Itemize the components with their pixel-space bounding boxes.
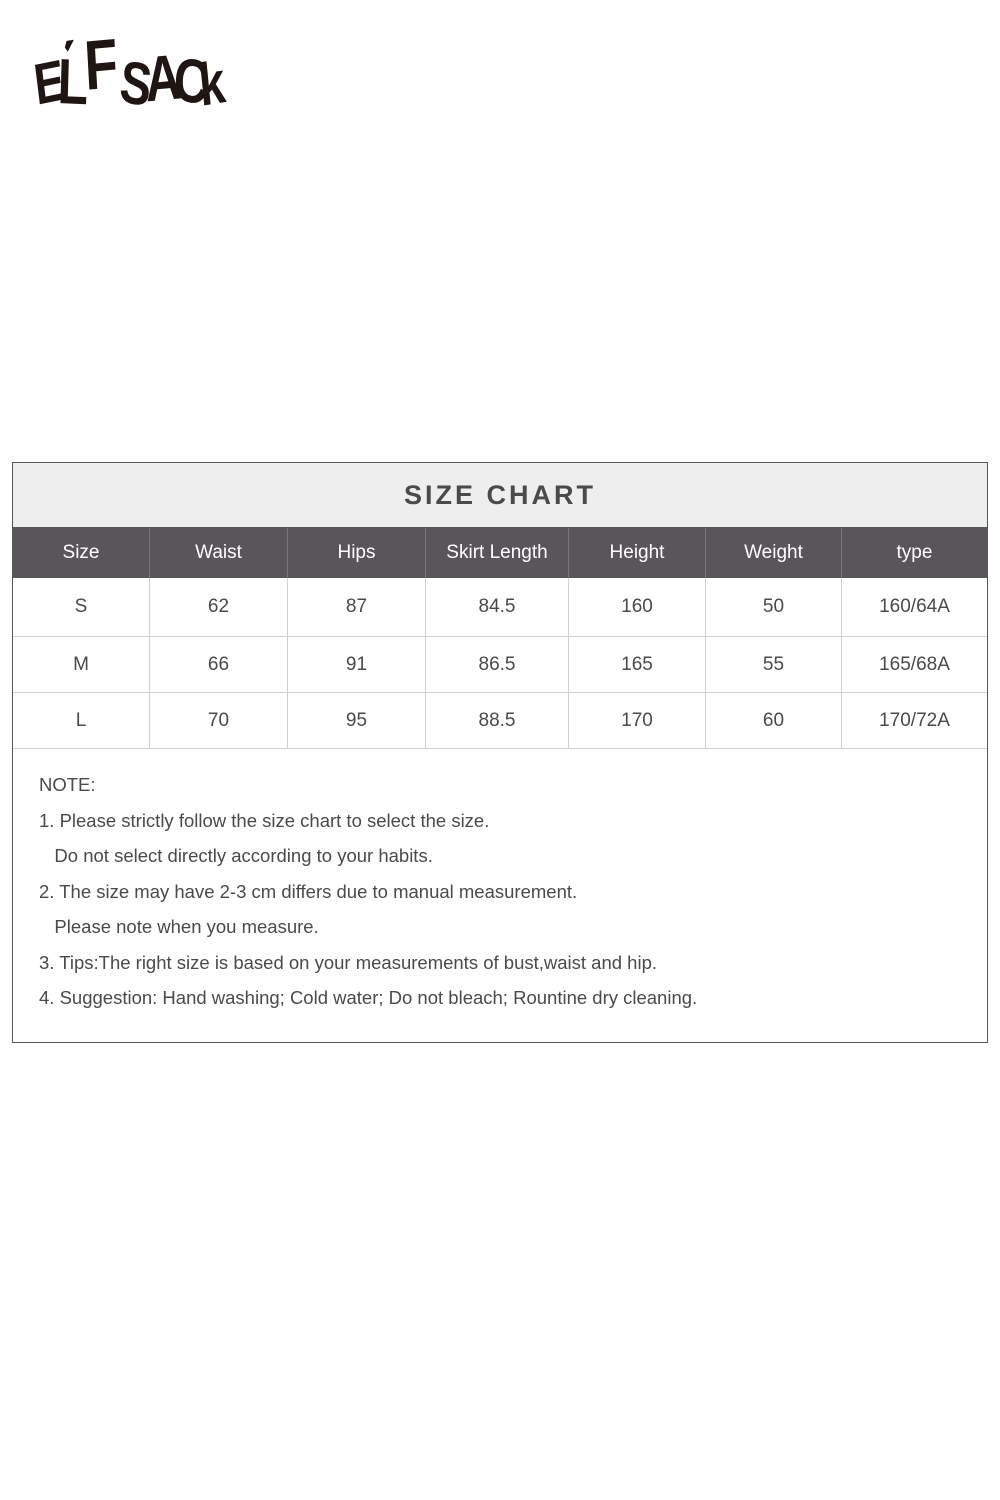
svg-text:F: F: [82, 28, 120, 105]
svg-text:k: k: [196, 49, 228, 119]
